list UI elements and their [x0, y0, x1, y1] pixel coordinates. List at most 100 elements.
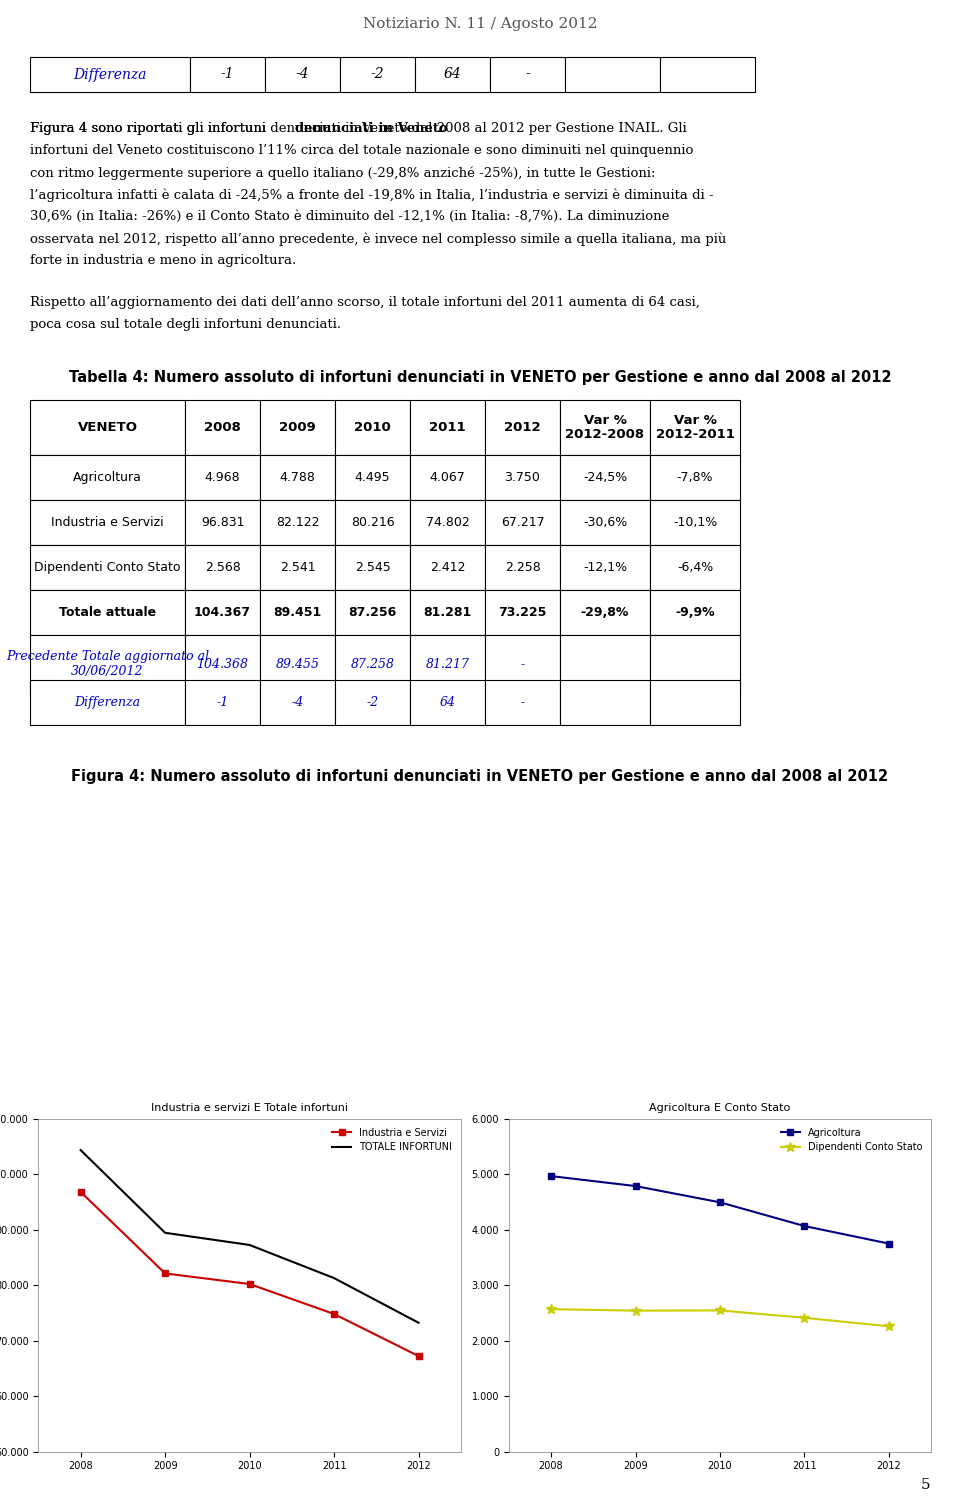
Bar — [650, 500, 740, 544]
Bar — [490, 57, 565, 92]
Bar — [560, 590, 650, 635]
Text: 64: 64 — [440, 696, 455, 709]
Text: -10,1%: -10,1% — [673, 516, 717, 529]
Text: 2.541: 2.541 — [279, 561, 315, 575]
Text: 2012: 2012 — [504, 420, 540, 434]
Text: -24,5%: -24,5% — [583, 472, 627, 484]
Legend: Agricoltura, Dipendenti Conto Stato: Agricoltura, Dipendenti Conto Stato — [777, 1123, 926, 1157]
Bar — [410, 635, 485, 694]
Bar — [30, 57, 190, 92]
Bar — [260, 500, 335, 544]
Bar — [30, 635, 185, 694]
Text: 87.256: 87.256 — [348, 606, 396, 618]
Text: 81.217: 81.217 — [425, 658, 469, 671]
Text: Precedente Totale aggiornato al
30/06/2012: Precedente Totale aggiornato al 30/06/20… — [6, 650, 209, 679]
Legend: Industria e Servizi, TOTALE INFORTUNI: Industria e Servizi, TOTALE INFORTUNI — [328, 1123, 456, 1157]
Text: 4.495: 4.495 — [354, 472, 391, 484]
Text: 2010: 2010 — [354, 420, 391, 434]
Text: -30,6%: -30,6% — [583, 516, 627, 529]
Text: forte in industria e meno in agricoltura.: forte in industria e meno in agricoltura… — [30, 254, 297, 268]
Text: -4: -4 — [296, 68, 309, 82]
Bar — [185, 455, 260, 500]
Text: -2: -2 — [371, 68, 384, 82]
Text: l’agricoltura infatti è calata di -24,5% a fronte del -19,8% in Italia, l’indust: l’agricoltura infatti è calata di -24,5%… — [30, 187, 713, 201]
Bar — [485, 544, 560, 590]
Bar — [30, 590, 185, 635]
Text: 4.788: 4.788 — [279, 472, 316, 484]
Text: 3.750: 3.750 — [505, 472, 540, 484]
Bar — [660, 57, 755, 92]
Text: Differenza: Differenza — [73, 68, 147, 82]
Bar — [485, 455, 560, 500]
Bar — [260, 455, 335, 500]
Bar — [30, 500, 185, 544]
Bar — [185, 680, 260, 724]
Bar — [410, 500, 485, 544]
Bar — [565, 57, 660, 92]
Bar — [335, 635, 410, 694]
Bar — [485, 635, 560, 694]
Text: -1: -1 — [216, 696, 228, 709]
Text: infortuni del Veneto costituiscono l’11% circa del totale nazionale e sono dimin: infortuni del Veneto costituiscono l’11%… — [30, 144, 693, 157]
Text: 89.455: 89.455 — [276, 658, 320, 671]
Text: Differenza: Differenza — [75, 696, 140, 709]
Bar — [485, 500, 560, 544]
Text: 2.258: 2.258 — [505, 561, 540, 575]
Bar — [410, 590, 485, 635]
Bar — [485, 590, 560, 635]
Bar — [190, 57, 265, 92]
Text: 74.802: 74.802 — [425, 516, 469, 529]
Bar — [185, 401, 260, 455]
Bar — [410, 401, 485, 455]
Text: con ritmo leggermente superiore a quello italiano (-29,8% anziché -25%), in tutt: con ritmo leggermente superiore a quello… — [30, 166, 656, 180]
Text: -12,1%: -12,1% — [583, 561, 627, 575]
Text: 64: 64 — [444, 68, 462, 82]
Bar — [335, 590, 410, 635]
Bar — [335, 455, 410, 500]
Text: Totale attuale: Totale attuale — [59, 606, 156, 618]
Text: 96.831: 96.831 — [201, 516, 244, 529]
Bar — [30, 544, 185, 590]
Bar — [185, 635, 260, 694]
Text: 82.122: 82.122 — [276, 516, 320, 529]
Text: 30,6% (in Italia: -26%) e il Conto Stato è diminuito del -12,1% (in Italia: -8,7: 30,6% (in Italia: -26%) e il Conto Stato… — [30, 210, 669, 222]
Text: -2: -2 — [367, 696, 378, 709]
Bar — [260, 401, 335, 455]
Text: -: - — [520, 658, 524, 671]
Text: Figura 4 sono riportati gli infortuni denunciati in Veneto dal 2008 al 2012 per : Figura 4 sono riportati gli infortuni de… — [30, 122, 686, 135]
Text: poca cosa sul totale degli infortuni denunciati.: poca cosa sul totale degli infortuni den… — [30, 318, 341, 331]
Bar — [485, 680, 560, 724]
Bar — [335, 500, 410, 544]
Text: 80.216: 80.216 — [350, 516, 395, 529]
Bar — [650, 635, 740, 694]
Text: -4: -4 — [292, 696, 303, 709]
Text: -9,9%: -9,9% — [675, 606, 715, 618]
Bar — [260, 680, 335, 724]
Bar — [560, 680, 650, 724]
Text: 4.067: 4.067 — [430, 472, 466, 484]
Text: -1: -1 — [221, 68, 234, 82]
Text: 67.217: 67.217 — [501, 516, 544, 529]
Text: Notiziario N. 11 / Agosto 2012: Notiziario N. 11 / Agosto 2012 — [363, 17, 597, 32]
Text: 2008: 2008 — [204, 420, 241, 434]
Text: VENETO: VENETO — [78, 420, 137, 434]
Bar — [560, 500, 650, 544]
Bar — [30, 680, 185, 724]
Text: -: - — [525, 68, 530, 82]
Text: Figura 4: Numero assoluto di infortuni denunciati in VENETO per Gestione e anno : Figura 4: Numero assoluto di infortuni d… — [71, 768, 889, 783]
Bar — [560, 635, 650, 694]
Text: Figura 4 sono riportati gli infortuni: Figura 4 sono riportati gli infortuni — [30, 122, 271, 135]
Bar — [30, 455, 185, 500]
Text: 5: 5 — [921, 1479, 930, 1492]
Bar — [260, 544, 335, 590]
Bar — [485, 401, 560, 455]
Bar — [650, 680, 740, 724]
Bar — [560, 544, 650, 590]
Bar — [560, 401, 650, 455]
Text: denunciati in Veneto: denunciati in Veneto — [295, 122, 447, 135]
Bar — [650, 455, 740, 500]
Text: -7,8%: -7,8% — [677, 472, 713, 484]
Text: 104.368: 104.368 — [197, 658, 249, 671]
Bar — [260, 635, 335, 694]
Bar — [650, 590, 740, 635]
